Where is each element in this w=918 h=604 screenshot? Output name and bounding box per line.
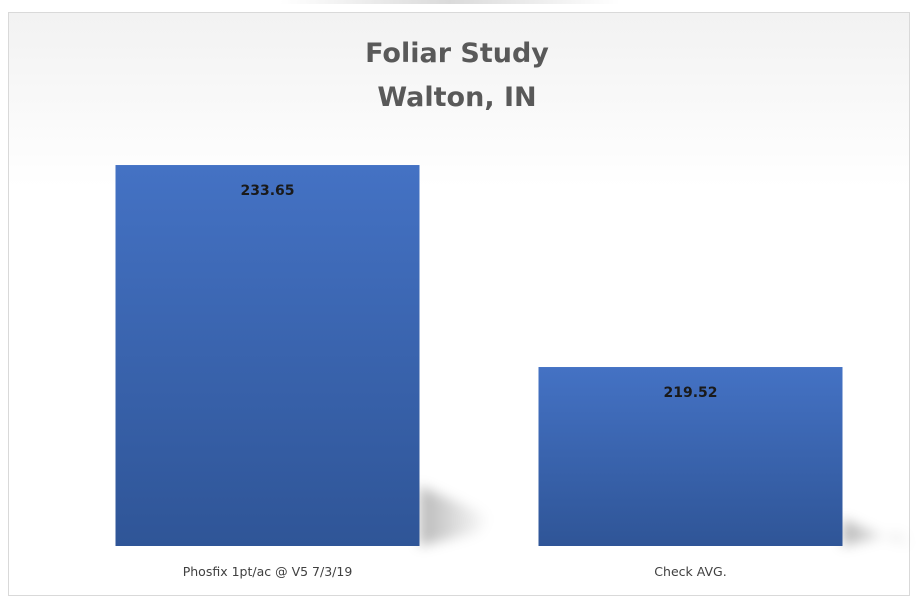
bars <box>115 165 843 546</box>
category-label-1: Check AVG. <box>654 564 726 579</box>
bar-shadow-0 <box>419 486 490 546</box>
category-labels: Phosfix 1pt/ac @ V5 7/3/19 Check AVG. <box>183 564 727 579</box>
data-label-1: 219.52 <box>663 385 717 401</box>
cropped-caption-strip <box>0 0 918 8</box>
bar-shadow-1 <box>842 518 913 549</box>
chart-title: Foliar Study Walton, IN <box>365 38 549 113</box>
chart-title-line-1: Foliar Study <box>365 38 549 69</box>
data-labels: 233.65 219.52 <box>240 183 717 401</box>
bar-0 <box>115 165 420 546</box>
chart-title-line-2: Walton, IN <box>377 82 536 113</box>
category-label-0: Phosfix 1pt/ac @ V5 7/3/19 <box>183 564 353 579</box>
bar-1 <box>538 367 843 546</box>
data-label-0: 233.65 <box>240 183 294 199</box>
bar-shadows <box>419 486 913 549</box>
